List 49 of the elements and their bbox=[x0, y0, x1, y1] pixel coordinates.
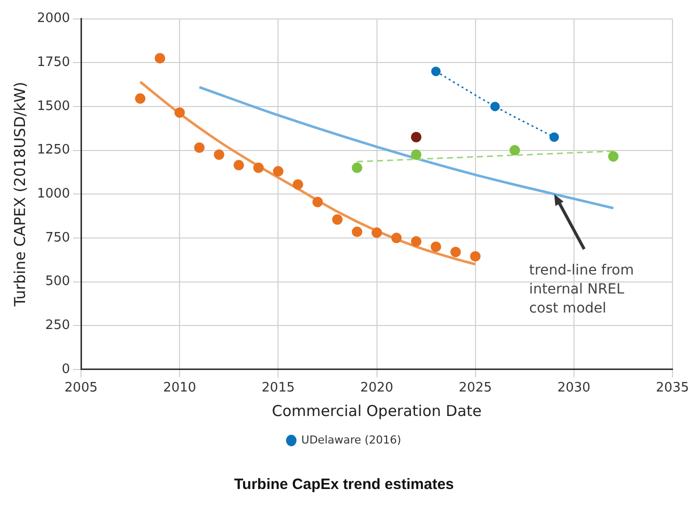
x-tick-label: 2015 bbox=[262, 380, 295, 396]
x-tick-label: 2025 bbox=[458, 380, 492, 396]
y-tick-label: 1250 bbox=[36, 142, 70, 158]
y-tick-label: 1000 bbox=[36, 186, 70, 202]
point bbox=[410, 149, 422, 160]
point bbox=[272, 166, 284, 177]
y-tick-label: 0 bbox=[62, 362, 70, 377]
y-axis-title: Turbine CAPEX (2018USD/kW) bbox=[10, 82, 29, 308]
y-tick-label: 750 bbox=[45, 230, 70, 246]
y-tick-label: 2000 bbox=[36, 11, 70, 26]
y-tick-label: 250 bbox=[45, 318, 70, 333]
point bbox=[391, 232, 402, 244]
point bbox=[430, 241, 442, 252]
x-axis-title: Commercial Operation Date bbox=[272, 402, 482, 420]
point bbox=[134, 93, 146, 104]
point bbox=[292, 179, 304, 190]
point bbox=[174, 107, 185, 118]
point bbox=[352, 162, 362, 174]
y-tick-label: 500 bbox=[45, 274, 70, 290]
point bbox=[549, 132, 559, 142]
point bbox=[194, 142, 205, 153]
point bbox=[608, 151, 619, 162]
point bbox=[410, 236, 422, 247]
point bbox=[234, 160, 244, 170]
point bbox=[352, 226, 362, 238]
point bbox=[470, 251, 481, 262]
x-tick-label: 2020 bbox=[360, 380, 394, 396]
point bbox=[410, 132, 422, 142]
text: Turbine CapEx trend estimates bbox=[234, 476, 454, 494]
point bbox=[431, 66, 441, 76]
line-series bbox=[198, 86, 615, 210]
y-tick-label: 1750 bbox=[36, 55, 70, 70]
point bbox=[154, 52, 166, 64]
x-tick-label: 2010 bbox=[163, 380, 196, 396]
point bbox=[372, 227, 382, 238]
annotation: trend-line from internal NREL cost model bbox=[529, 262, 634, 317]
x-tick-label: 2035 bbox=[656, 380, 690, 396]
point bbox=[312, 196, 323, 208]
point bbox=[450, 246, 461, 258]
line-series bbox=[138, 80, 477, 266]
point bbox=[332, 214, 343, 225]
legend-label: UDelaware (2016) bbox=[301, 433, 402, 446]
y-tick-label: 1500 bbox=[36, 98, 70, 114]
point bbox=[510, 145, 520, 156]
point bbox=[490, 102, 500, 112]
point bbox=[253, 162, 264, 174]
point bbox=[214, 149, 224, 160]
x-tick-label: 2030 bbox=[557, 380, 590, 396]
x-tick-label: 2005 bbox=[64, 380, 98, 396]
